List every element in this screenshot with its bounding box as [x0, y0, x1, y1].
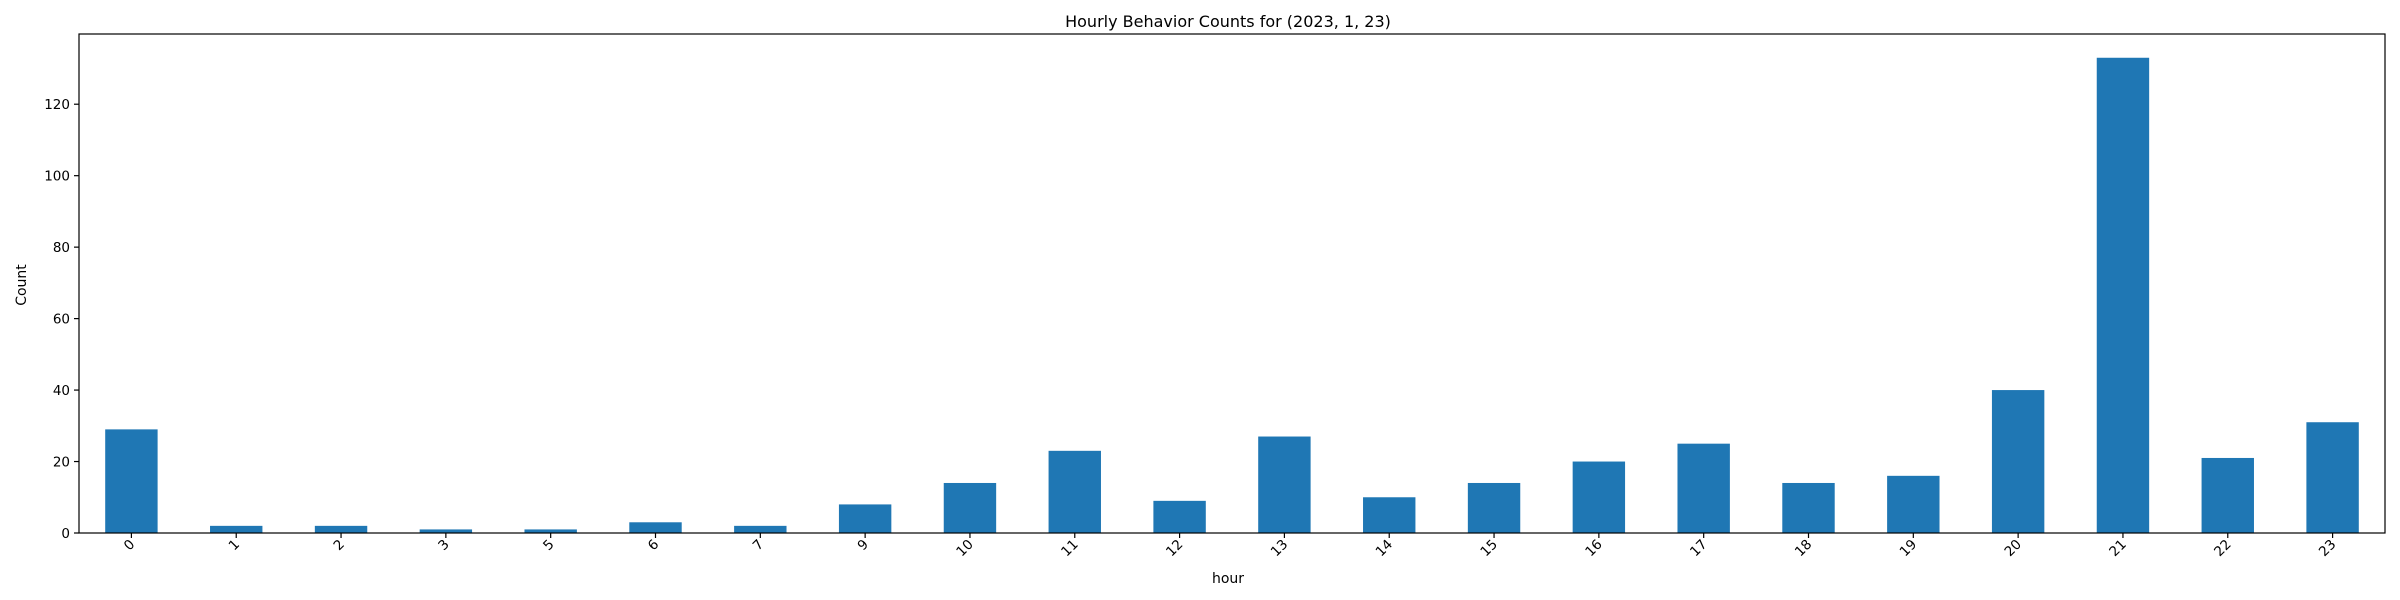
bar-hour-17 [1677, 443, 1730, 533]
bar-hour-14 [1363, 497, 1416, 533]
bar-hour-23 [2306, 422, 2359, 533]
bar-hour-12 [1153, 500, 1206, 533]
x-tick-label: 2 [330, 537, 347, 554]
bar-hour-3 [419, 529, 473, 533]
plot-frame [78, 33, 2386, 534]
bar-hour-7 [734, 525, 787, 533]
chart-title: Hourly Behavior Counts for (2023, 1, 23) [1065, 12, 1391, 31]
y-axis: 0 20 40 60 80 100 120 [44, 97, 79, 542]
x-tick-label: 7 [750, 537, 767, 554]
bar-hour-22 [2201, 457, 2254, 533]
bar-hour-11 [1048, 450, 1101, 533]
x-tick-label: 18 [1792, 537, 1815, 560]
x-tick-label: 20 [2001, 537, 2024, 560]
x-tick-label: 0 [121, 537, 138, 554]
bar-hour-19 [1887, 475, 1940, 533]
x-tick-label: 22 [2211, 537, 2234, 560]
bars-group [105, 57, 2359, 534]
x-tick-label: 3 [435, 537, 452, 554]
y-axis-label: Count [14, 264, 30, 306]
y-tick-label: 60 [53, 312, 70, 328]
x-tick-label: 23 [2316, 537, 2339, 560]
bar-hour-9 [838, 504, 892, 533]
x-axis-label: hour [1212, 571, 1244, 587]
bar-hour-15 [1467, 482, 1521, 533]
x-tick-label: 10 [953, 537, 976, 560]
y-tick-label: 0 [61, 526, 70, 542]
x-tick-label: 17 [1687, 537, 1710, 560]
x-tick-label: 9 [855, 537, 872, 554]
bar-hour-5 [524, 529, 577, 533]
x-axis: 0 1 2 3 5 6 7 9 10 11 12 13 14 15 16 17 18 19 20 21 22 23 [121, 533, 2339, 560]
x-tick-label: 21 [2106, 537, 2129, 560]
x-tick-label: 12 [1163, 537, 1186, 560]
x-tick-label: 19 [1897, 537, 1920, 560]
bar-hour-16 [1572, 461, 1626, 533]
bar-hour-18 [1782, 482, 1835, 533]
bar-hour-0 [105, 429, 158, 533]
bar-hour-10 [943, 482, 997, 533]
x-tick-label: 14 [1373, 537, 1396, 560]
bar-hour-20 [1991, 390, 2045, 533]
x-tick-label: 11 [1058, 537, 1081, 560]
y-tick-label: 120 [44, 97, 70, 113]
bar-hour-13 [1258, 436, 1311, 533]
y-tick-label: 80 [53, 240, 70, 256]
y-tick-label: 20 [53, 455, 70, 471]
y-tick-label: 40 [53, 383, 70, 399]
x-tick-label: 6 [645, 537, 662, 554]
bar-hour-6 [629, 522, 682, 533]
bar-hour-2 [314, 525, 368, 533]
x-tick-label: 16 [1582, 537, 1605, 560]
bar-hour-1 [210, 525, 263, 533]
x-tick-label: 15 [1477, 537, 1500, 560]
y-tick-label: 100 [44, 169, 70, 185]
x-tick-label: 13 [1268, 537, 1291, 560]
x-tick-label: 5 [540, 537, 557, 554]
x-tick-label: 1 [226, 537, 243, 554]
bar-hour-21 [2096, 57, 2150, 534]
